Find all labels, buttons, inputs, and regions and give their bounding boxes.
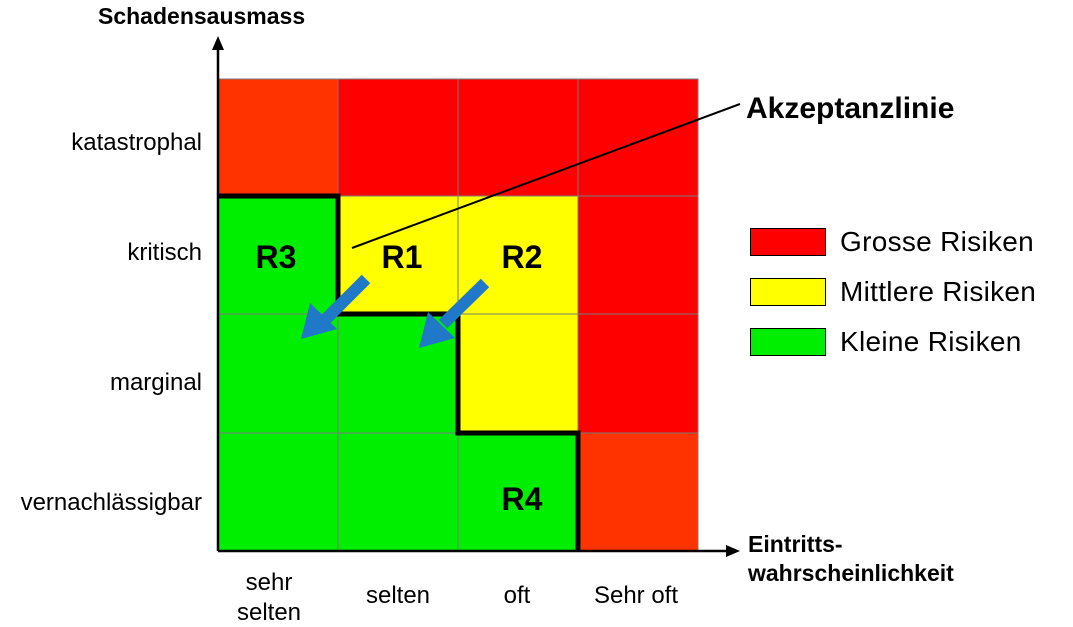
legend: Grosse Risiken Mittlere Risiken Kleine R…: [750, 226, 1036, 376]
risk-label-r1: R1: [382, 239, 423, 275]
legend-swatch-yellow: [750, 278, 826, 306]
risk-label-r4: R4: [502, 481, 543, 517]
matrix-cell-r1c3: [457, 78, 579, 197]
matrix-cell-r4c4: [577, 432, 699, 552]
matrix-cell-r1c2: [337, 78, 459, 197]
matrix-cell-r3c4: [577, 313, 699, 434]
row-label-katastrophal: katastrophal: [71, 129, 202, 156]
matrix-cell-r2c4: [577, 195, 699, 315]
col-label-sehr-selten-line2: selten: [237, 599, 301, 626]
matrix-cell-r1c4: [577, 78, 699, 197]
matrix-cell-r1c1: [217, 78, 339, 197]
legend-item-kleine-risiken: Kleine Risiken: [750, 326, 1036, 358]
arrow-r2-to-green: [419, 278, 490, 348]
row-label-marginal: marginal: [110, 369, 202, 396]
col-label-sehr-oft: Sehr oft: [594, 582, 678, 609]
row-label-kritisch: kritisch: [127, 239, 202, 266]
matrix-cell-r4c3: [457, 432, 579, 552]
matrix-cell-r2c1: [217, 195, 339, 315]
row-label-vernachlaessigbar: vernachlässigbar: [21, 489, 202, 516]
annotation-pointer-line: [351, 103, 741, 249]
x-axis-arrowhead: [726, 545, 740, 557]
matrix-cell-r4c2: [337, 432, 459, 552]
risk-label-r3: R3: [256, 239, 297, 275]
col-label-sehr-selten-line1: sehr: [246, 569, 293, 596]
annotation-akzeptanzlinie: Akzeptanzlinie: [746, 92, 954, 125]
legend-swatch-green: [750, 328, 826, 356]
legend-item-mittlere-risiken: Mittlere Risiken: [750, 276, 1036, 308]
x-axis-title-line2: wahrscheinlichkeit: [747, 560, 954, 586]
legend-label: Grosse Risiken: [840, 226, 1035, 257]
matrix-cells: [217, 78, 699, 552]
col-label-oft: oft: [504, 582, 531, 609]
legend-label: Kleine Risiken: [840, 326, 1022, 357]
matrix-cell-r3c3: [457, 313, 579, 434]
arrow-r1-to-green: [301, 274, 371, 339]
col-label-selten: selten: [366, 582, 430, 609]
x-axis-title-line1: Eintritts-: [748, 531, 843, 557]
y-axis-arrowhead: [212, 36, 224, 50]
y-axis-title: Schadensausmass: [98, 3, 305, 29]
legend-item-grosse-risiken: Grosse Risiken: [750, 226, 1036, 258]
legend-label: Mittlere Risiken: [840, 276, 1037, 307]
matrix-cell-r4c1: [217, 432, 339, 552]
legend-swatch-red: [750, 228, 826, 256]
risk-label-r2: R2: [502, 239, 543, 275]
